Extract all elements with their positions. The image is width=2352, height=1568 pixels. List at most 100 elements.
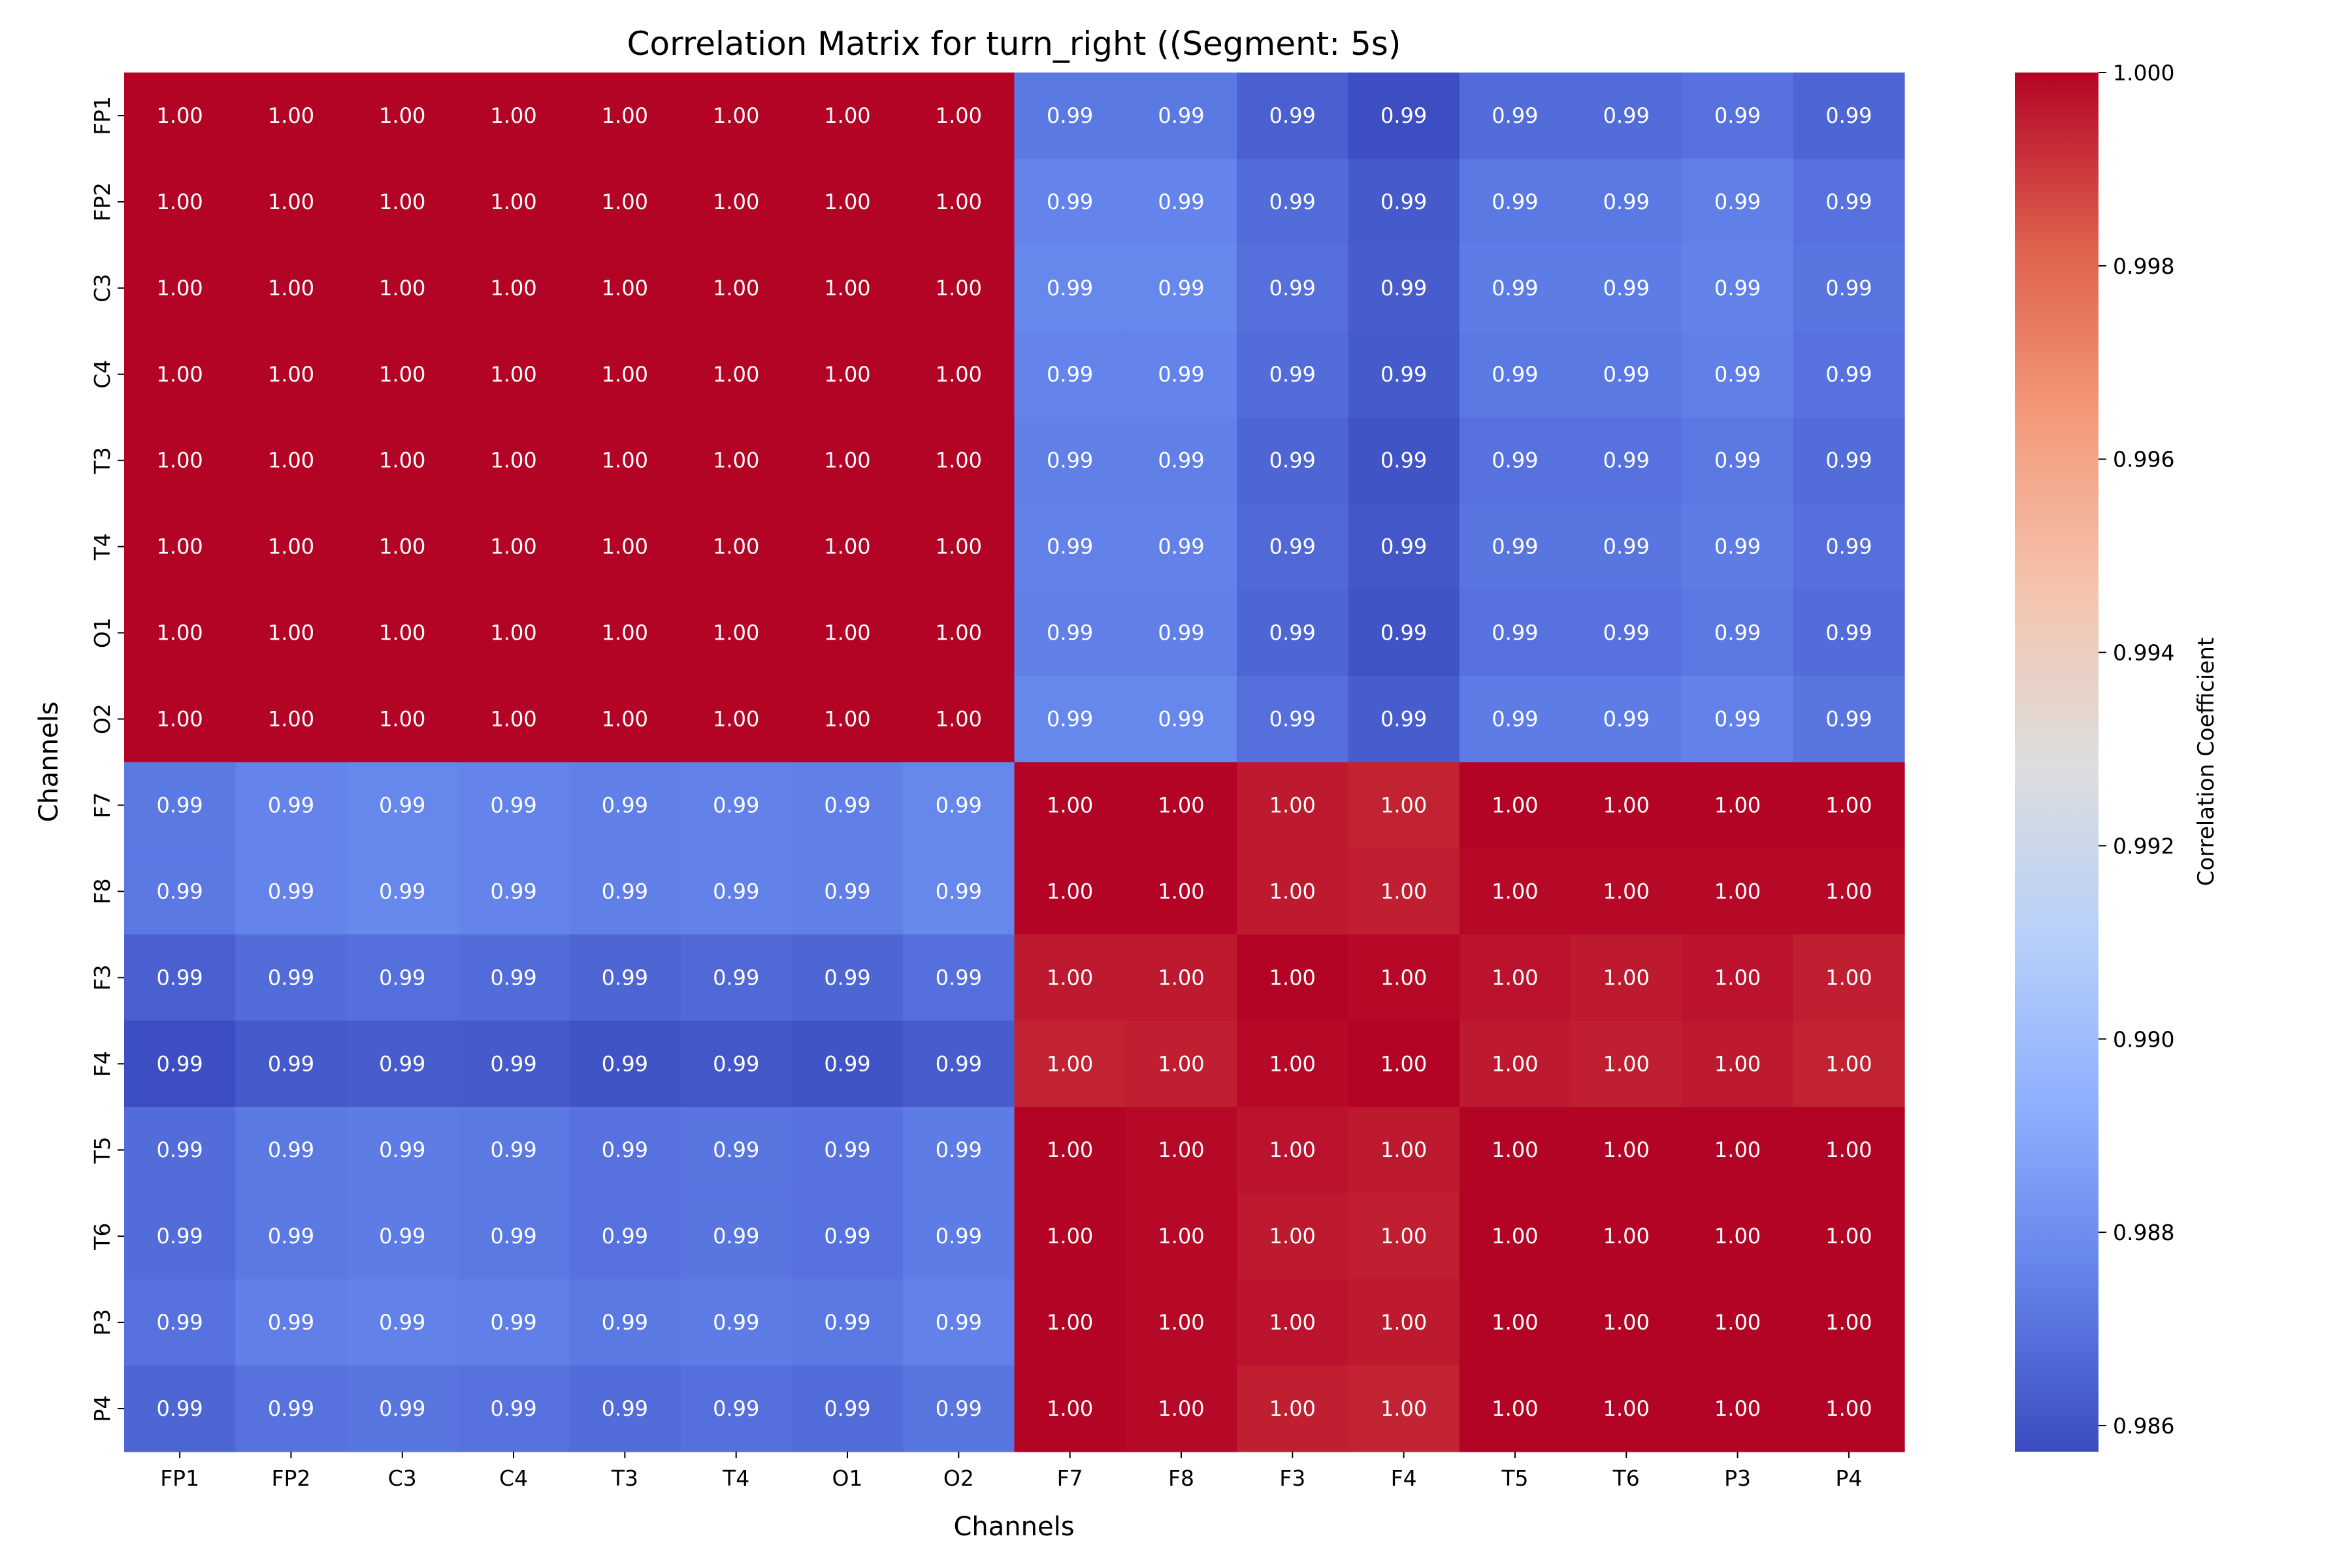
heatmap-cell	[1571, 331, 1682, 418]
cell-annotation: 1.00	[1714, 879, 1761, 904]
heatmap-cell	[1125, 589, 1237, 677]
cell-annotation: 0.99	[1380, 707, 1427, 732]
heatmap-cell	[1014, 1279, 1126, 1366]
cell-annotation: 1.00	[824, 276, 870, 301]
x-tick-label: C3	[388, 1465, 417, 1491]
cell-annotation: 0.99	[713, 1310, 759, 1335]
heatmap-cell	[1014, 1365, 1126, 1452]
cell-annotation: 0.99	[824, 1310, 870, 1335]
heatmap-cell	[791, 848, 904, 935]
cell-annotation: 0.99	[1269, 103, 1316, 128]
cell-annotation: 1.00	[1269, 965, 1316, 990]
cell-annotation: 0.99	[1047, 707, 1093, 732]
heatmap-cell	[680, 1279, 792, 1366]
heatmap-cell	[903, 1021, 1015, 1107]
cell-annotation: 0.99	[157, 965, 203, 990]
heatmap-cell	[1014, 417, 1126, 504]
cell-annotation: 1.00	[1603, 1396, 1650, 1421]
x-tick-label: P3	[1724, 1465, 1751, 1491]
cell-annotation: 1.00	[490, 276, 536, 301]
heatmap-cell	[457, 934, 570, 1021]
cell-annotation: 0.99	[824, 792, 870, 817]
cell-annotation: 0.99	[1158, 621, 1204, 645]
cell-annotation: 1.00	[936, 276, 982, 301]
heatmap-cell	[1348, 1279, 1460, 1366]
heatmap-cell	[1459, 1107, 1571, 1194]
cell-annotation: 0.99	[1603, 534, 1650, 559]
cell-annotation: 0.99	[379, 1396, 425, 1421]
cell-annotation: 1.00	[1492, 1396, 1538, 1421]
heatmap-cell	[791, 331, 904, 418]
heatmap-cell	[235, 503, 348, 591]
cell-annotation: 1.00	[268, 707, 314, 732]
y-tick-label: FP2	[90, 182, 115, 221]
heatmap-cell	[235, 1279, 348, 1366]
heatmap-cell	[1571, 417, 1682, 504]
heatmap-cell	[1237, 934, 1349, 1021]
heatmap-cell	[1014, 589, 1126, 677]
heatmap-cell	[1459, 503, 1571, 591]
cell-annotation: 1.00	[602, 534, 648, 559]
heatmap-cell	[903, 1107, 1015, 1194]
cell-annotation: 0.99	[268, 792, 314, 817]
heatmap-cell	[1793, 158, 1905, 246]
cell-annotation: 0.99	[490, 1396, 536, 1421]
heatmap-cell	[346, 417, 459, 504]
heatmap-cell	[1014, 762, 1126, 849]
colorbar-tick-label: 0.992	[2113, 833, 2174, 858]
heatmap-cell	[1793, 1279, 1905, 1366]
heatmap-cell	[1682, 762, 1794, 849]
cell-annotation: 0.99	[1158, 103, 1204, 128]
heatmap-cell	[457, 848, 570, 935]
cell-annotation: 0.99	[157, 1396, 203, 1421]
cell-annotation: 0.99	[936, 1224, 982, 1249]
y-axis-label: Channels	[34, 701, 64, 822]
heatmap-cell	[1793, 503, 1905, 591]
cell-annotation: 0.99	[1269, 189, 1316, 214]
heatmap-cell	[1793, 417, 1905, 504]
cell-annotation: 1.00	[1158, 1137, 1204, 1162]
heatmap-cell	[1682, 1021, 1794, 1107]
y-tick-label: F8	[90, 878, 115, 904]
heatmap-cell	[457, 1021, 570, 1107]
heatmap-cell	[1125, 1107, 1237, 1194]
heatmap-cell	[569, 1365, 681, 1452]
cell-annotation: 1.00	[1492, 1137, 1538, 1162]
heatmap-cell	[346, 503, 459, 591]
heatmap-cell	[457, 676, 570, 763]
heatmap-cell	[457, 503, 570, 591]
heatmap-cell	[903, 158, 1015, 246]
cell-annotation: 1.00	[1825, 792, 1872, 817]
heatmap-cell	[1459, 848, 1571, 935]
heatmap-cell	[680, 1107, 792, 1194]
heatmap-cell	[235, 848, 348, 935]
heatmap-cell	[235, 331, 348, 418]
cell-annotation: 1.00	[1825, 1051, 1872, 1076]
cell-annotation: 0.99	[379, 1051, 425, 1076]
heatmap-cell	[235, 1365, 348, 1452]
heatmap-cell	[569, 244, 681, 332]
cell-annotation: 1.00	[379, 448, 425, 473]
cell-annotation: 1.00	[1714, 1051, 1761, 1076]
cell-annotation: 1.00	[824, 707, 870, 732]
heatmap-cell	[1237, 417, 1349, 504]
cell-annotation: 0.99	[1492, 448, 1538, 473]
cell-annotation: 1.00	[936, 534, 982, 559]
heatmap-cell	[569, 1021, 681, 1107]
heatmap-cell	[791, 1279, 904, 1366]
heatmap-cell	[346, 1193, 459, 1280]
colorbar-tick-label: 0.998	[2113, 253, 2174, 279]
heatmap-cell	[791, 244, 904, 332]
heatmap-cell	[124, 934, 236, 1021]
heatmap-cell	[1125, 762, 1237, 849]
cell-annotation: 1.00	[1269, 1137, 1316, 1162]
cell-annotation: 1.00	[490, 707, 536, 732]
heatmap-cell	[1237, 589, 1349, 677]
cell-annotation: 0.99	[157, 879, 203, 904]
cell-annotation: 0.99	[268, 1051, 314, 1076]
cell-annotation: 1.00	[490, 189, 536, 214]
heatmap-cell	[1014, 1193, 1126, 1280]
cell-annotation: 0.99	[490, 965, 536, 990]
heatmap-cell	[569, 848, 681, 935]
cell-annotation: 0.99	[1714, 448, 1761, 473]
